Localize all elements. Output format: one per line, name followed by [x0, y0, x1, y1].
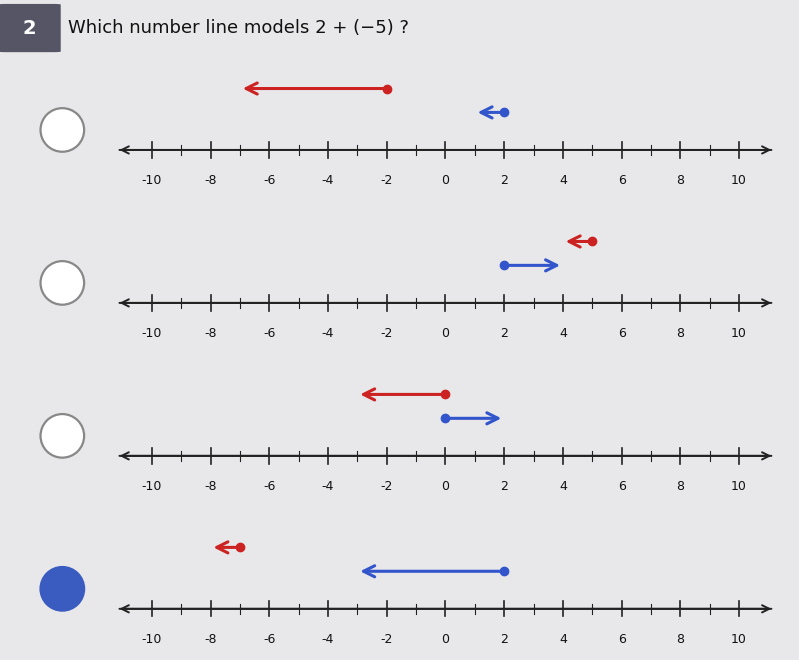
Text: Which number line models 2 + (−5) ?: Which number line models 2 + (−5) ? — [68, 19, 409, 37]
Text: -4: -4 — [322, 327, 334, 340]
Text: -8: -8 — [205, 480, 217, 493]
Circle shape — [41, 261, 84, 305]
Text: -4: -4 — [322, 480, 334, 493]
Text: 8: 8 — [676, 633, 684, 645]
Text: -10: -10 — [141, 480, 162, 493]
Text: 2: 2 — [500, 480, 508, 493]
Circle shape — [41, 567, 84, 610]
Text: -2: -2 — [380, 174, 393, 187]
Text: 10: 10 — [731, 633, 747, 645]
Text: 6: 6 — [618, 480, 626, 493]
Text: -10: -10 — [141, 327, 162, 340]
Text: 8: 8 — [676, 327, 684, 340]
Text: A: A — [57, 123, 68, 137]
Text: 4: 4 — [559, 480, 566, 493]
Text: 6: 6 — [618, 327, 626, 340]
Text: -8: -8 — [205, 633, 217, 645]
Text: 10: 10 — [731, 327, 747, 340]
Text: 4: 4 — [559, 174, 566, 187]
Text: 8: 8 — [676, 174, 684, 187]
Text: -6: -6 — [263, 327, 276, 340]
Text: 4: 4 — [559, 327, 566, 340]
Text: 2: 2 — [500, 327, 508, 340]
FancyBboxPatch shape — [0, 4, 61, 52]
Text: 0: 0 — [441, 480, 450, 493]
Text: 2: 2 — [22, 18, 37, 38]
Circle shape — [41, 108, 84, 152]
Text: 0: 0 — [441, 174, 450, 187]
Text: 2: 2 — [500, 174, 508, 187]
Text: -10: -10 — [141, 633, 162, 645]
Text: B: B — [57, 275, 68, 290]
Text: D: D — [56, 581, 69, 597]
Text: -4: -4 — [322, 174, 334, 187]
Text: -4: -4 — [322, 633, 334, 645]
Text: 10: 10 — [731, 480, 747, 493]
Text: -2: -2 — [380, 633, 393, 645]
Text: 0: 0 — [441, 633, 450, 645]
Text: -6: -6 — [263, 633, 276, 645]
Text: -2: -2 — [380, 327, 393, 340]
Text: 10: 10 — [731, 174, 747, 187]
Text: 8: 8 — [676, 480, 684, 493]
Text: C: C — [57, 428, 68, 444]
Text: 0: 0 — [441, 327, 450, 340]
Text: 4: 4 — [559, 633, 566, 645]
Text: -8: -8 — [205, 174, 217, 187]
Text: 6: 6 — [618, 174, 626, 187]
Text: 6: 6 — [618, 633, 626, 645]
Text: -6: -6 — [263, 480, 276, 493]
Text: -10: -10 — [141, 174, 162, 187]
Text: -8: -8 — [205, 327, 217, 340]
Text: 2: 2 — [500, 633, 508, 645]
Text: -6: -6 — [263, 174, 276, 187]
Circle shape — [41, 414, 84, 457]
Text: -2: -2 — [380, 480, 393, 493]
